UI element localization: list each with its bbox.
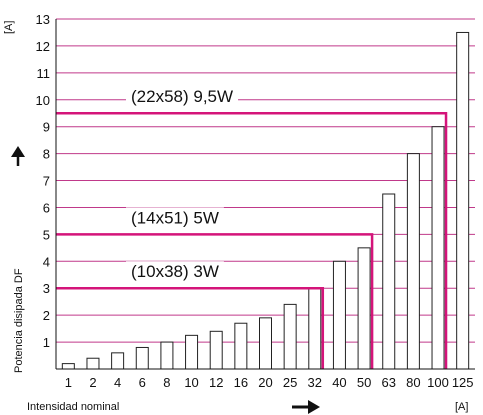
y-tick-label: 1: [43, 335, 50, 350]
x-tick-label: 2: [89, 375, 96, 390]
bar: [234, 322, 248, 370]
x-tick-label: 10: [184, 375, 198, 390]
bar: [209, 330, 223, 370]
y-tick-label: 7: [43, 174, 50, 189]
bar: [185, 334, 199, 370]
x-axis-title: Intensidad nominal: [27, 401, 119, 413]
x-tick-label: 6: [139, 375, 146, 390]
y-axis-title: Potencia disipada DF: [13, 268, 25, 373]
x-tick-label: 25: [283, 375, 297, 390]
bar: [431, 126, 445, 370]
x-tick-label: 20: [258, 375, 272, 390]
annotation-label: (22x58) 9,5W: [131, 87, 233, 106]
annotation-label: (10x38) 3W: [131, 262, 219, 281]
x-tick-label: 63: [382, 375, 396, 390]
axes: [55, 19, 475, 370]
y-tick-label: 6: [43, 200, 50, 215]
y-tick-label: 13: [36, 12, 50, 27]
x-tick-label: 50: [357, 375, 371, 390]
y-tick-label: 11: [37, 66, 51, 81]
bar: [135, 346, 149, 370]
y-tick-label: 9: [43, 120, 50, 135]
annotation-label-bg: [126, 207, 224, 229]
y-tick-label: 3: [43, 281, 50, 296]
x-tick-label: 40: [332, 375, 346, 390]
x-tick-label: 4: [114, 375, 121, 390]
bar: [61, 363, 75, 370]
bar: [283, 303, 297, 370]
annotation-label-bg: [126, 86, 239, 108]
y-tick-label: 8: [43, 147, 50, 162]
x-tick-label: 125: [452, 375, 474, 390]
bar: [160, 341, 174, 370]
bar: [111, 352, 125, 370]
y-axis-unit: [A]: [3, 21, 15, 34]
annotations: (10x38) 3W (14x51) 5W (22x58) 9,5W: [56, 86, 448, 369]
x-tick-label: 12: [209, 375, 223, 390]
annotation-line: [56, 286, 325, 369]
y-tick-label: 12: [36, 39, 50, 54]
annotation-label: (14x51) 5W: [131, 208, 219, 227]
x-tick-label: 80: [406, 375, 420, 390]
annotation-label-bg: [126, 261, 224, 283]
x-tick-label: 8: [163, 375, 170, 390]
x-tick-label: 100: [427, 375, 449, 390]
x-tick-label: 32: [308, 375, 322, 390]
y-tick-label: 5: [43, 227, 50, 242]
bar: [382, 193, 396, 370]
annotation-line: [56, 233, 374, 369]
x-tick-label: 1: [65, 375, 72, 390]
y-tick-label: 10: [36, 93, 50, 108]
bar: [406, 153, 420, 370]
right-arrow-icon: [292, 400, 320, 414]
up-arrow-icon: [11, 146, 25, 166]
bar: [259, 317, 272, 370]
bar: [308, 287, 322, 370]
y-tick-label: 2: [43, 308, 50, 323]
bar: [86, 357, 100, 370]
bar: [332, 260, 346, 370]
x-tick-label: 16: [234, 375, 248, 390]
bars: [61, 31, 470, 370]
y-tick-label: 4: [43, 254, 50, 269]
bar: [456, 31, 470, 370]
annotation-line: [56, 111, 448, 369]
bar: [357, 247, 371, 370]
x-axis-unit: [A]: [455, 401, 468, 413]
